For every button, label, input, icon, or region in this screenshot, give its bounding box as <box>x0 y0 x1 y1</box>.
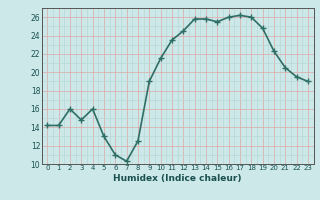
X-axis label: Humidex (Indice chaleur): Humidex (Indice chaleur) <box>113 174 242 183</box>
